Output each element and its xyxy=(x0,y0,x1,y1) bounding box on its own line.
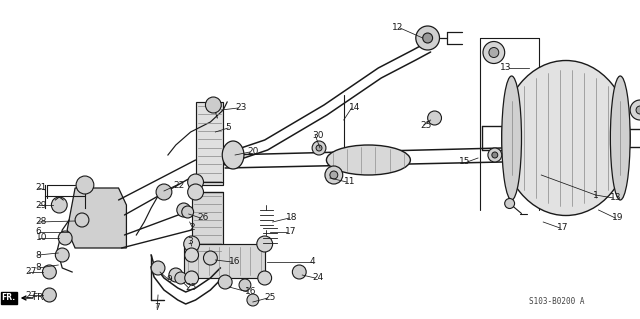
Circle shape xyxy=(258,271,271,285)
Text: FR.: FR. xyxy=(33,293,47,302)
Circle shape xyxy=(636,106,640,114)
Circle shape xyxy=(42,288,56,302)
Text: 14: 14 xyxy=(349,103,360,113)
Text: 23: 23 xyxy=(235,103,246,113)
Circle shape xyxy=(42,265,56,279)
Text: 7: 7 xyxy=(154,303,160,313)
Text: 30: 30 xyxy=(312,130,324,139)
Circle shape xyxy=(312,141,326,155)
Text: 25: 25 xyxy=(420,121,432,130)
Text: 15: 15 xyxy=(459,158,470,167)
Circle shape xyxy=(492,152,498,158)
Circle shape xyxy=(184,236,200,252)
Circle shape xyxy=(325,166,343,184)
Polygon shape xyxy=(67,188,127,248)
Circle shape xyxy=(177,203,191,217)
Text: 12: 12 xyxy=(392,24,403,33)
Text: 17: 17 xyxy=(284,227,296,236)
Circle shape xyxy=(51,197,67,213)
Text: 3: 3 xyxy=(188,238,193,247)
Text: 28: 28 xyxy=(36,218,47,226)
Text: 27: 27 xyxy=(26,268,37,277)
Text: 4: 4 xyxy=(309,257,315,266)
Text: 13: 13 xyxy=(611,194,622,203)
Text: 2: 2 xyxy=(189,224,195,233)
Text: 8: 8 xyxy=(36,250,42,259)
Circle shape xyxy=(182,206,193,218)
Circle shape xyxy=(428,111,442,125)
Ellipse shape xyxy=(502,76,522,200)
Circle shape xyxy=(169,268,183,282)
Circle shape xyxy=(218,275,232,289)
Circle shape xyxy=(55,248,69,262)
Circle shape xyxy=(505,198,515,209)
Circle shape xyxy=(316,145,322,151)
Circle shape xyxy=(292,265,306,279)
Text: 6: 6 xyxy=(36,227,42,236)
Text: S103-B0200 A: S103-B0200 A xyxy=(529,298,585,307)
Circle shape xyxy=(416,26,440,50)
Circle shape xyxy=(630,100,640,120)
Circle shape xyxy=(188,174,204,190)
Text: 5: 5 xyxy=(225,123,231,132)
Circle shape xyxy=(205,97,221,113)
Text: 17: 17 xyxy=(557,224,568,233)
Text: 22: 22 xyxy=(174,181,185,189)
Text: 25: 25 xyxy=(265,293,276,302)
Ellipse shape xyxy=(326,145,410,175)
Polygon shape xyxy=(196,102,223,185)
Text: 11: 11 xyxy=(344,177,355,187)
Text: 27: 27 xyxy=(26,291,37,300)
Circle shape xyxy=(423,33,433,43)
Circle shape xyxy=(204,251,218,265)
Circle shape xyxy=(257,236,273,252)
Circle shape xyxy=(488,148,502,162)
Text: 24: 24 xyxy=(312,273,323,283)
Text: 1: 1 xyxy=(593,190,598,199)
Text: 16: 16 xyxy=(245,287,257,296)
Text: 29: 29 xyxy=(36,201,47,210)
Circle shape xyxy=(185,271,198,285)
Ellipse shape xyxy=(502,61,630,216)
Circle shape xyxy=(188,184,204,200)
Ellipse shape xyxy=(611,76,630,200)
Text: FR.: FR. xyxy=(2,293,16,302)
Text: 9: 9 xyxy=(166,276,172,285)
Circle shape xyxy=(247,294,259,306)
Text: 26: 26 xyxy=(198,213,209,222)
Text: 18: 18 xyxy=(287,213,298,222)
Circle shape xyxy=(151,261,165,275)
Circle shape xyxy=(239,279,251,291)
Text: 20: 20 xyxy=(247,147,259,157)
Text: 13: 13 xyxy=(500,63,511,72)
Circle shape xyxy=(489,48,499,57)
Polygon shape xyxy=(184,244,265,278)
Ellipse shape xyxy=(222,141,244,169)
Circle shape xyxy=(58,231,72,245)
Text: 16: 16 xyxy=(229,257,241,266)
Text: 8: 8 xyxy=(36,263,42,272)
Circle shape xyxy=(483,41,505,63)
Circle shape xyxy=(175,272,187,284)
Text: 10: 10 xyxy=(36,234,47,242)
Circle shape xyxy=(75,213,89,227)
Text: 21: 21 xyxy=(36,183,47,192)
Circle shape xyxy=(185,248,198,262)
Polygon shape xyxy=(191,192,223,255)
Text: 25: 25 xyxy=(186,284,197,293)
Circle shape xyxy=(156,184,172,200)
Circle shape xyxy=(330,171,338,179)
Circle shape xyxy=(76,176,94,194)
Text: 19: 19 xyxy=(612,213,624,222)
